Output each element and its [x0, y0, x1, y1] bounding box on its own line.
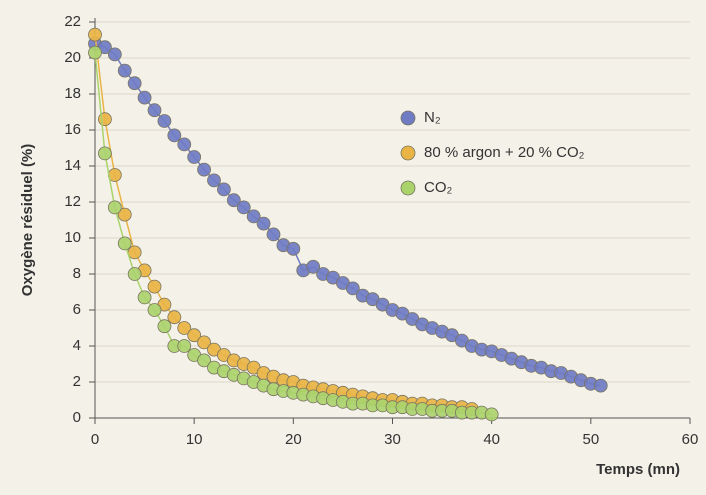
data-point — [197, 162, 211, 177]
data-point — [117, 236, 132, 251]
data-point — [147, 303, 162, 317]
data-point — [266, 227, 281, 242]
data-point — [484, 407, 499, 422]
x-tick-label: 60 — [682, 431, 699, 448]
data-point — [88, 45, 102, 60]
data-point — [127, 245, 142, 260]
x-tick-label: 0 — [91, 431, 99, 448]
data-point — [157, 114, 172, 128]
data-point — [117, 63, 132, 78]
data-point — [286, 241, 301, 256]
legend-label: CO₂ — [424, 179, 453, 196]
y-tick-label: 0 — [73, 409, 81, 426]
data-point — [137, 90, 152, 105]
data-point — [593, 378, 608, 393]
data-point — [88, 27, 102, 42]
data-point — [167, 128, 182, 143]
data-point — [187, 328, 202, 343]
data-point — [197, 353, 211, 368]
data-point — [137, 290, 152, 305]
y-tick-label: 14 — [64, 157, 81, 174]
data-point — [177, 137, 192, 152]
y-tick-label: 20 — [64, 49, 81, 66]
y-tick-label: 16 — [64, 121, 81, 138]
data-point — [187, 150, 202, 164]
legend-marker — [400, 110, 416, 126]
y-tick-label: 8 — [73, 265, 81, 282]
legend-marker — [400, 180, 416, 196]
data-point — [147, 279, 162, 294]
data-point — [345, 281, 360, 296]
y-tick-label: 22 — [64, 13, 81, 30]
y-tick-label: 18 — [64, 85, 81, 102]
y-axis-label: Oxygène résiduel (%) — [19, 144, 36, 297]
x-tick-label: 20 — [285, 431, 302, 448]
data-point — [177, 339, 192, 353]
y-tick-label: 6 — [73, 301, 81, 318]
data-point — [177, 321, 192, 335]
y-tick-label: 12 — [64, 193, 81, 210]
data-point — [246, 209, 261, 224]
data-point — [226, 193, 241, 208]
x-tick-label: 10 — [186, 431, 203, 448]
data-point — [107, 47, 122, 62]
y-tick-label: 10 — [64, 229, 81, 246]
x-tick-label: 50 — [582, 431, 599, 448]
data-point — [217, 182, 231, 197]
data-point — [256, 216, 271, 231]
x-tick-label: 40 — [483, 431, 500, 448]
data-point — [127, 76, 142, 91]
legend-marker — [400, 145, 416, 161]
data-point — [117, 207, 132, 222]
y-tick-label: 4 — [73, 337, 81, 354]
data-point — [167, 310, 182, 325]
data-point — [197, 335, 211, 350]
y-tick-label: 2 — [73, 373, 81, 390]
data-point — [157, 319, 172, 334]
data-point — [98, 146, 112, 161]
data-point — [207, 173, 221, 188]
x-axis-label: Temps (mn) — [596, 461, 680, 478]
legend-label: N₂ — [424, 109, 441, 126]
data-point — [107, 200, 122, 215]
x-tick-label: 30 — [384, 431, 401, 448]
data-point — [306, 259, 321, 274]
data-point — [127, 267, 142, 281]
data-point — [236, 200, 251, 215]
legend-label: 80 % argon + 20 % CO₂ — [424, 144, 585, 161]
data-point — [147, 103, 162, 118]
